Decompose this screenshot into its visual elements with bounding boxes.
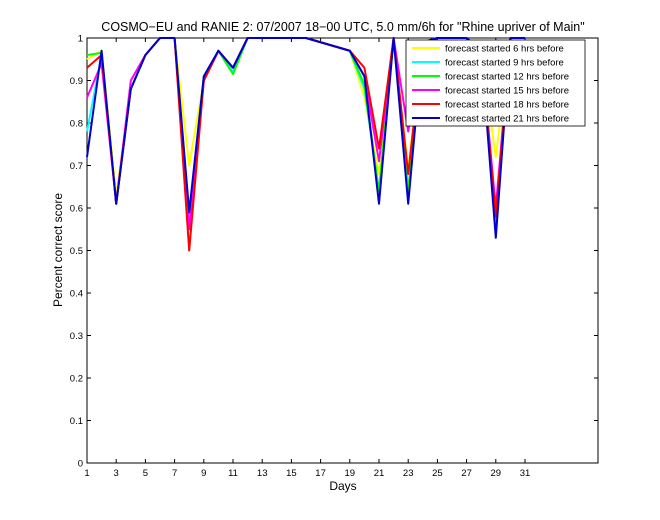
x-tick-label: 13 bbox=[257, 468, 268, 479]
y-tick-label: 0.5 bbox=[70, 246, 83, 257]
x-tick-label: 25 bbox=[432, 468, 443, 479]
y-tick-label: 0.7 bbox=[70, 161, 83, 172]
x-tick-label: 19 bbox=[345, 468, 356, 479]
y-tick-label: 1 bbox=[78, 34, 83, 45]
y-tick-label: 0.9 bbox=[70, 76, 83, 87]
x-tick-label: 31 bbox=[520, 468, 531, 479]
x-tick-label: 1 bbox=[84, 468, 89, 479]
y-tick-label: 0.6 bbox=[70, 204, 83, 215]
legend-label: forecast started 12 hrs before bbox=[445, 72, 569, 83]
y-tick-label: 0.1 bbox=[70, 416, 83, 427]
legend-label: forecast started 18 hrs before bbox=[445, 100, 569, 111]
legend-label: forecast started 9 hrs before bbox=[445, 58, 564, 69]
x-tick-label: 11 bbox=[228, 468, 238, 479]
x-tick-label: 5 bbox=[143, 468, 148, 479]
x-tick-label: 7 bbox=[172, 468, 177, 479]
y-tick-label: 0.8 bbox=[70, 119, 83, 130]
x-tick-label: 27 bbox=[461, 468, 472, 479]
x-tick-label: 17 bbox=[315, 468, 326, 479]
y-tick-label: 0.3 bbox=[70, 331, 83, 342]
x-tick-label: 29 bbox=[491, 468, 502, 479]
legend-label: forecast started 6 hrs before bbox=[445, 44, 564, 55]
y-tick-label: 0.2 bbox=[70, 374, 83, 385]
x-tick-label: 9 bbox=[201, 468, 206, 479]
y-axis-label: Percent correct score bbox=[51, 193, 65, 307]
legend-box bbox=[405, 39, 586, 127]
x-axis: 1 3 5 7 9 11 13 15 17 19 21 23 25 27 29 31 bbox=[84, 38, 530, 479]
legend-label: forecast started 21 hrs before bbox=[445, 114, 569, 125]
legend: forecast started 6 hrs before forecast st… bbox=[405, 39, 586, 127]
x-axis-label: Days bbox=[329, 479, 356, 493]
series-lines bbox=[86, 37, 525, 252]
y-tick-label: 0 bbox=[78, 459, 83, 470]
y-tick-label: 0.4 bbox=[70, 289, 83, 300]
x-tick-label: 21 bbox=[374, 468, 385, 479]
y-axis: 0 0.1 0.2 0.3 0.4 0.5 0.6 0.7 0.8 0.9 1 bbox=[70, 34, 598, 470]
series-line-6 bbox=[86, 37, 525, 239]
chart-title: COSMO−EU and RANIE 2: 07/2007 18−00 UTC,… bbox=[101, 20, 584, 34]
x-tick-label: 23 bbox=[403, 468, 414, 479]
x-tick-label: 3 bbox=[114, 468, 119, 479]
x-tick-label: 15 bbox=[286, 468, 297, 479]
legend-label: forecast started 15 hrs before bbox=[445, 86, 569, 97]
